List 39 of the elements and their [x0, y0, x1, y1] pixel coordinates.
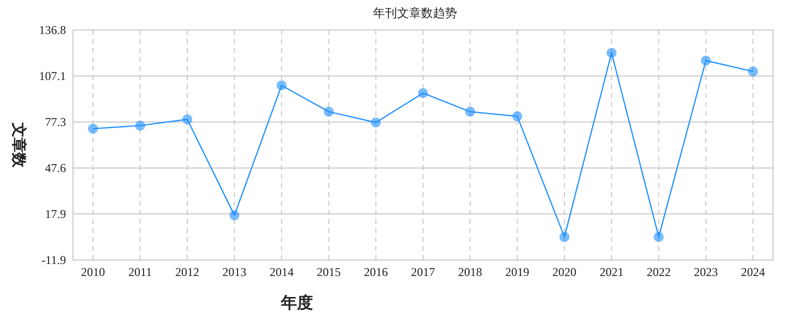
x-tick-label: 2010: [81, 265, 105, 279]
point: [229, 210, 240, 220]
point: [370, 117, 381, 128]
point: [88, 124, 98, 134]
x-axis-title: 年度: [280, 293, 313, 312]
point: [418, 88, 428, 98]
point: [512, 111, 522, 122]
y-tick-label: 136.8: [39, 23, 66, 37]
x-tick-label: 2018: [458, 265, 482, 279]
y-tick-label: 77.3: [45, 115, 66, 130]
y-tick-label: -11.9: [41, 253, 66, 267]
x-tick-label: 2011: [128, 265, 152, 279]
x-tick-label: 2012: [175, 265, 200, 279]
x-tick-label: 2015: [316, 265, 341, 279]
point: [700, 56, 711, 66]
point: [276, 80, 287, 90]
y-axis-title: 文章数: [10, 122, 28, 168]
x-tick-label: 2023: [694, 265, 718, 279]
x-tick-label: 2014: [270, 265, 294, 279]
chart-title: 年刊文章数趋势: [373, 6, 457, 20]
x-tick-label: 2021: [600, 265, 624, 279]
x-tick-label: 2019: [505, 265, 530, 279]
x-tick-label: 2020: [552, 265, 576, 279]
x-tick-label: 2013: [222, 265, 246, 279]
y-tick-label: 107.1: [39, 68, 66, 83]
x-tick-label: 2016: [364, 265, 388, 279]
point: [748, 66, 758, 76]
point: [135, 120, 146, 131]
point: [182, 114, 192, 124]
x-tick-label: 2017: [411, 265, 435, 279]
x-tick-label: 2022: [646, 265, 671, 279]
point: [654, 232, 664, 242]
point: [324, 106, 334, 117]
x-tick-label: 2024: [741, 265, 765, 279]
point: [465, 106, 476, 117]
point: [559, 232, 570, 242]
y-tick-label: 47.6: [45, 160, 66, 175]
point: [606, 48, 617, 58]
y-tick-label: 17.9: [45, 206, 66, 221]
